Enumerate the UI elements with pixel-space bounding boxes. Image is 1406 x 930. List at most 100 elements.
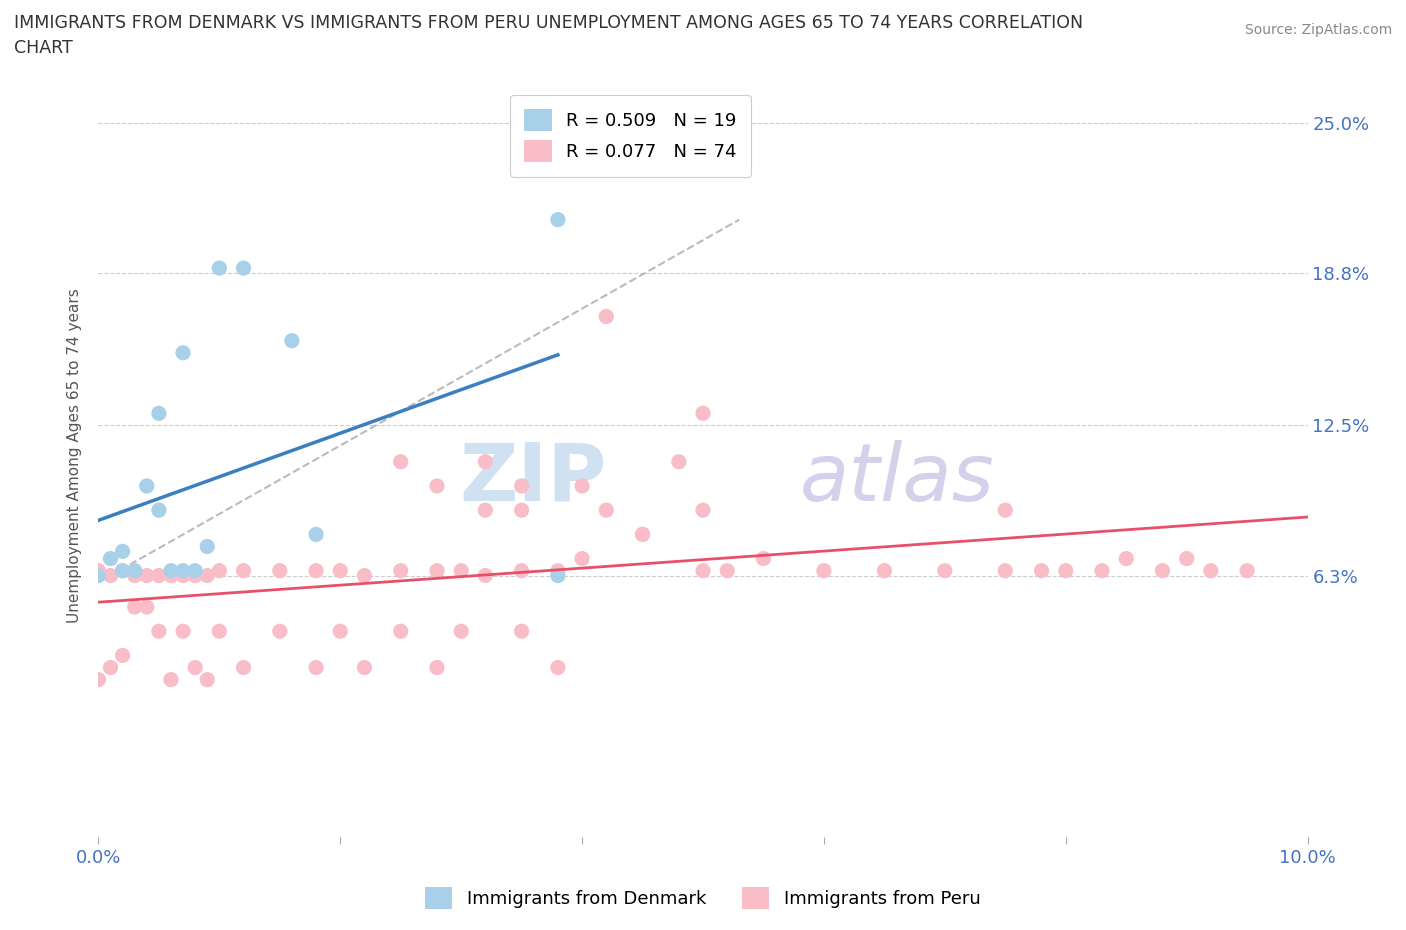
Point bbox=[329, 624, 352, 639]
Point bbox=[100, 660, 122, 675]
Point bbox=[571, 551, 593, 566]
Point bbox=[148, 405, 170, 420]
Point bbox=[208, 260, 231, 275]
Point bbox=[100, 568, 122, 583]
Point bbox=[474, 503, 496, 518]
Point bbox=[547, 212, 569, 227]
Text: CHART: CHART bbox=[14, 39, 73, 57]
Point bbox=[426, 564, 449, 578]
Point bbox=[184, 660, 207, 675]
Legend: R = 0.509   N = 19, R = 0.077   N = 74: R = 0.509 N = 19, R = 0.077 N = 74 bbox=[510, 95, 751, 177]
Point bbox=[994, 503, 1017, 518]
Point bbox=[510, 624, 533, 639]
Point bbox=[172, 345, 194, 360]
Text: IMMIGRANTS FROM DENMARK VS IMMIGRANTS FROM PERU UNEMPLOYMENT AMONG AGES 65 TO 74: IMMIGRANTS FROM DENMARK VS IMMIGRANTS FR… bbox=[14, 14, 1083, 32]
Point bbox=[474, 568, 496, 583]
Point bbox=[208, 564, 231, 578]
Point bbox=[1031, 564, 1053, 578]
Point bbox=[450, 564, 472, 578]
Point bbox=[1236, 564, 1258, 578]
Point bbox=[160, 672, 183, 687]
Point bbox=[124, 568, 146, 583]
Point bbox=[389, 624, 412, 639]
Point bbox=[232, 260, 254, 275]
Point bbox=[160, 564, 183, 578]
Point bbox=[135, 568, 157, 583]
Point bbox=[547, 564, 569, 578]
Point bbox=[305, 660, 328, 675]
Point bbox=[547, 660, 569, 675]
Point bbox=[716, 564, 738, 578]
Point bbox=[450, 624, 472, 639]
Point bbox=[1115, 551, 1137, 566]
Point bbox=[208, 624, 231, 639]
Point bbox=[305, 527, 328, 542]
Point bbox=[994, 564, 1017, 578]
Point bbox=[232, 564, 254, 578]
Point bbox=[184, 564, 207, 578]
Point bbox=[595, 503, 617, 518]
Point bbox=[389, 564, 412, 578]
Point bbox=[389, 455, 412, 470]
Point bbox=[172, 564, 194, 578]
Point bbox=[510, 479, 533, 494]
Point bbox=[160, 568, 183, 583]
Point bbox=[474, 455, 496, 470]
Point bbox=[111, 564, 134, 578]
Point bbox=[195, 672, 218, 687]
Point bbox=[305, 564, 328, 578]
Point bbox=[269, 624, 291, 639]
Point bbox=[87, 568, 110, 583]
Point bbox=[87, 672, 110, 687]
Point bbox=[595, 309, 617, 324]
Legend: Immigrants from Denmark, Immigrants from Peru: Immigrants from Denmark, Immigrants from… bbox=[418, 880, 988, 916]
Point bbox=[124, 564, 146, 578]
Point bbox=[195, 539, 218, 554]
Point bbox=[232, 660, 254, 675]
Point bbox=[329, 564, 352, 578]
Point bbox=[1091, 564, 1114, 578]
Point bbox=[426, 660, 449, 675]
Text: ZIP: ZIP bbox=[458, 440, 606, 518]
Point bbox=[692, 564, 714, 578]
Point bbox=[692, 503, 714, 518]
Point bbox=[1152, 564, 1174, 578]
Text: atlas: atlas bbox=[800, 440, 994, 518]
Point bbox=[135, 479, 157, 494]
Point bbox=[184, 568, 207, 583]
Point bbox=[631, 527, 654, 542]
Point bbox=[87, 564, 110, 578]
Point bbox=[148, 568, 170, 583]
Point bbox=[148, 503, 170, 518]
Point bbox=[124, 600, 146, 615]
Point bbox=[1199, 564, 1222, 578]
Point bbox=[148, 624, 170, 639]
Point bbox=[353, 660, 375, 675]
Point bbox=[426, 479, 449, 494]
Point bbox=[172, 624, 194, 639]
Point bbox=[353, 568, 375, 583]
Point bbox=[668, 455, 690, 470]
Point bbox=[195, 568, 218, 583]
Point bbox=[1175, 551, 1198, 566]
Point bbox=[172, 568, 194, 583]
Point bbox=[111, 648, 134, 663]
Text: Source: ZipAtlas.com: Source: ZipAtlas.com bbox=[1244, 23, 1392, 37]
Point bbox=[752, 551, 775, 566]
Point bbox=[873, 564, 896, 578]
Point bbox=[281, 333, 304, 348]
Point bbox=[510, 564, 533, 578]
Point bbox=[934, 564, 956, 578]
Point bbox=[631, 527, 654, 542]
Point bbox=[269, 564, 291, 578]
Point bbox=[547, 568, 569, 583]
Point bbox=[510, 503, 533, 518]
Point bbox=[111, 564, 134, 578]
Point bbox=[100, 551, 122, 566]
Point bbox=[111, 544, 134, 559]
Point bbox=[692, 405, 714, 420]
Point bbox=[1054, 564, 1077, 578]
Point bbox=[813, 564, 835, 578]
Point bbox=[135, 600, 157, 615]
Y-axis label: Unemployment Among Ages 65 to 74 years: Unemployment Among Ages 65 to 74 years bbox=[67, 288, 83, 623]
